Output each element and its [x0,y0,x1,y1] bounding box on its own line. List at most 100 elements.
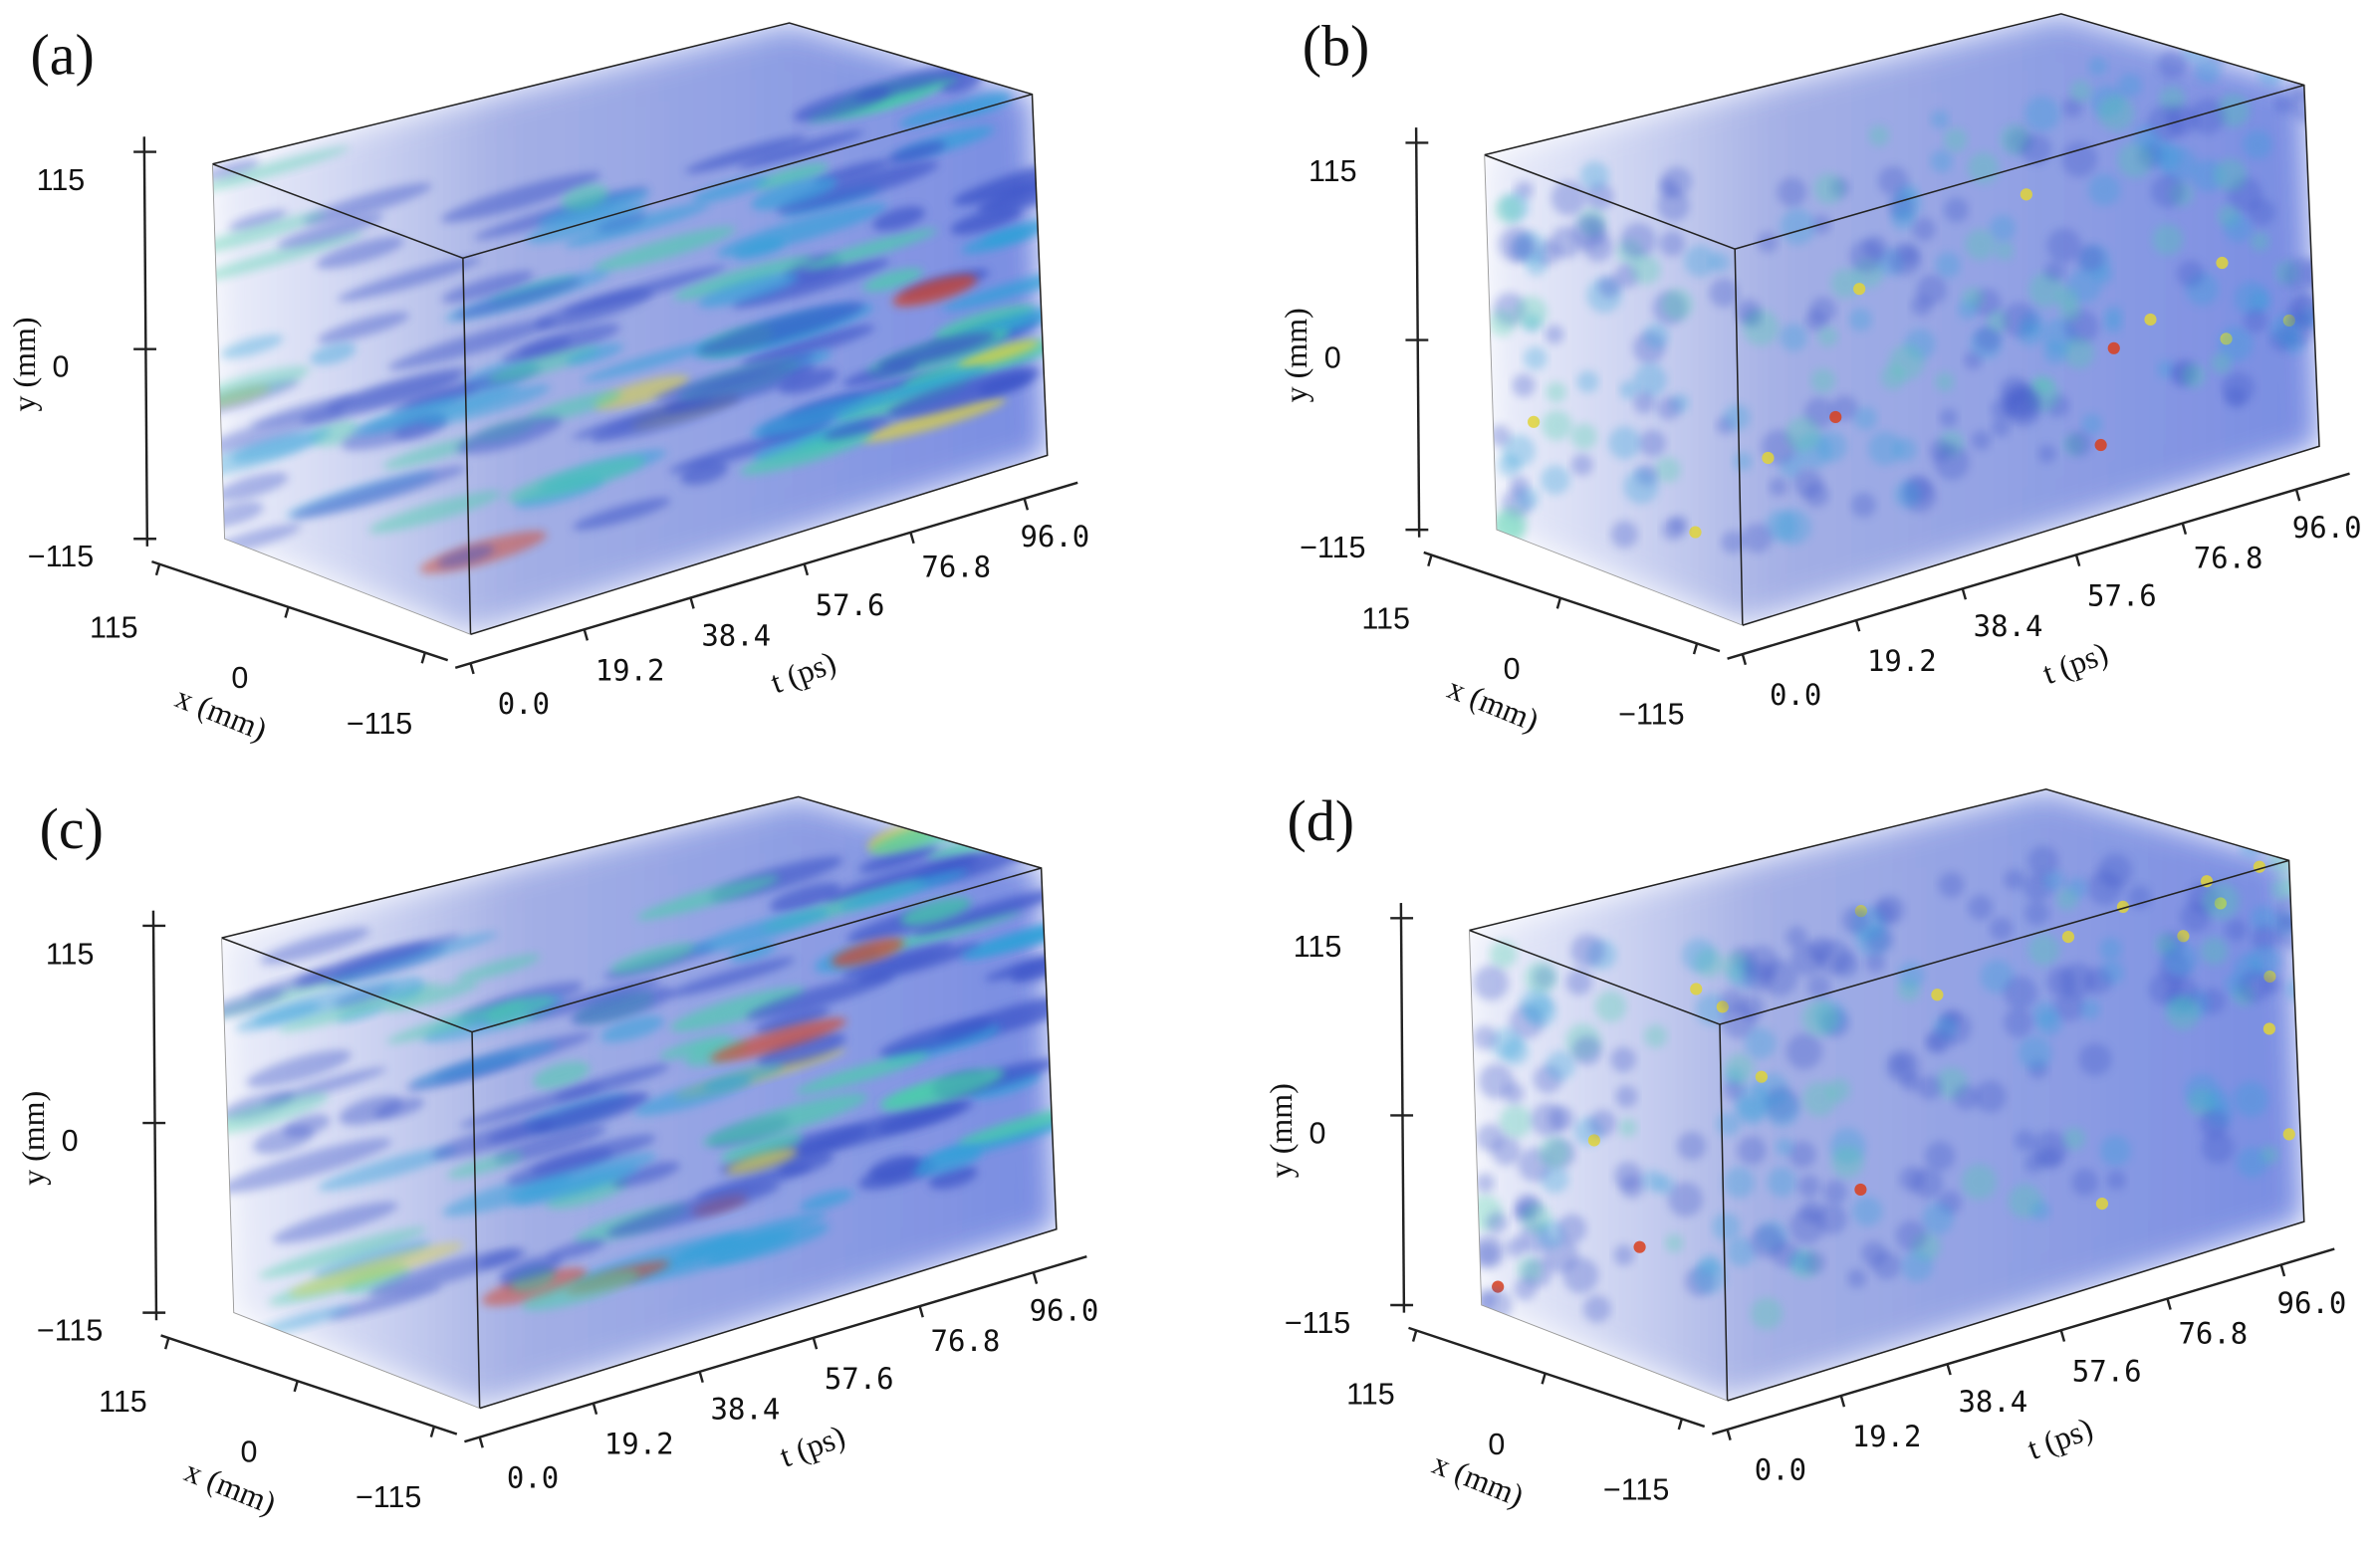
t-axis-label: t (ps) [766,644,840,701]
blob [2199,1108,2229,1139]
streak [804,228,938,270]
blob [1890,206,1915,231]
streak [317,312,409,343]
streak [799,1190,853,1212]
streak [373,1097,425,1119]
blob [1737,1135,1767,1165]
blob [1725,1053,1755,1084]
blob [1916,275,1947,306]
x-tick-label: 0 [1504,652,1521,686]
streak [367,1248,521,1297]
blob [1690,983,1703,995]
streak [667,957,796,997]
blob [1854,406,1878,430]
t-axis [454,481,1078,669]
streak [928,1166,978,1190]
x-tick [429,1426,436,1437]
x-tick-label: −115 [1618,698,1684,732]
blob [1541,465,1570,495]
t-tick [803,563,810,576]
blob [1743,309,1780,346]
blob [1556,1214,1587,1243]
blob [1550,180,1587,216]
streak [778,368,837,394]
t-tick-label: 57.6 [825,1362,894,1396]
blob [1472,1025,1498,1050]
streak [691,176,769,203]
blob [1524,346,1547,370]
streak [498,1254,563,1281]
streak [572,498,671,531]
streak [856,943,982,983]
streak [382,437,480,469]
blob [1607,426,1641,460]
x-tick [163,1338,170,1350]
box-edge [1719,859,2289,1025]
t-axis [1727,472,2350,660]
blob [2225,386,2247,409]
streak [881,1068,1005,1111]
blob [1922,1203,1954,1234]
streak [253,1125,315,1155]
blob [2043,261,2065,282]
streak [611,1162,680,1188]
streak [751,176,838,210]
blob [2152,224,2184,256]
blob [1917,1075,1942,1100]
box-edge [221,938,480,1410]
t-tick [2166,1298,2172,1310]
streak [387,319,556,370]
streak [534,289,653,330]
blob [1644,1024,1668,1048]
blob [2061,931,2075,944]
streak [949,93,1012,117]
streak [950,206,1023,235]
blob [2043,340,2067,365]
streak [725,1148,798,1175]
blob [1850,492,1877,518]
blob [1894,481,1921,508]
x-tick-label: −115 [1603,1473,1669,1507]
streak [583,340,717,382]
blob [2027,934,2060,966]
streak [262,1067,387,1106]
t-tick-label: 38.4 [1974,609,2043,643]
y-tick-label: 115 [1309,154,1357,188]
blob [1656,396,1681,420]
streak [690,909,831,954]
streak [507,1153,657,1201]
blob [2066,431,2092,457]
x-axis [160,1334,458,1436]
streak [228,209,288,231]
blob [1989,215,2016,242]
blob [1545,325,1564,344]
blob [1613,1244,1635,1266]
blob [1815,1203,1847,1234]
blob [2191,158,2225,192]
blob [1576,370,1599,393]
blob [2243,129,2272,159]
blob [1788,1250,1811,1273]
streak [600,1015,664,1042]
blob [1751,1297,1784,1330]
streak [636,875,780,920]
x-tick [420,652,426,664]
blob [1520,989,1552,1021]
blob [2239,29,2264,55]
streak [757,1032,846,1068]
t-tick [592,1403,598,1416]
streak [738,130,864,169]
blob [1661,289,1693,321]
blob [2253,860,2266,873]
blob [1931,989,1944,1001]
x-tick [1692,643,1699,655]
blob [2182,36,2209,63]
streak [221,990,285,1019]
streak [554,1064,670,1101]
blob [2214,158,2248,192]
streak [221,1092,330,1136]
streak [886,141,947,164]
blob [2061,141,2098,177]
streak [488,345,600,382]
blob [1801,999,1838,1037]
